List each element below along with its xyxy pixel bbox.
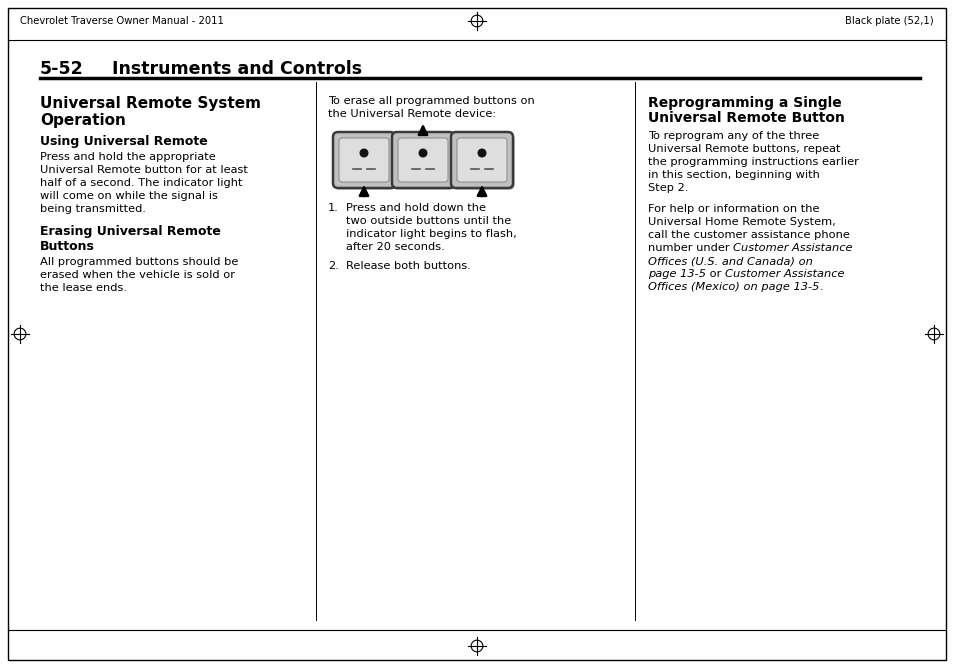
Text: or: or: [705, 269, 724, 279]
Text: To reprogram any of the three: To reprogram any of the three: [647, 131, 819, 141]
Text: Instruments and Controls: Instruments and Controls: [112, 60, 362, 78]
FancyBboxPatch shape: [452, 134, 514, 190]
Text: All programmed buttons should be: All programmed buttons should be: [40, 257, 238, 267]
Text: For help or information on the: For help or information on the: [647, 204, 819, 214]
Text: Offices (U.S. and Canada) on: Offices (U.S. and Canada) on: [647, 256, 812, 266]
Text: Step 2.: Step 2.: [647, 183, 688, 193]
Text: Universal Remote buttons, repeat: Universal Remote buttons, repeat: [647, 144, 840, 154]
Text: Universal Remote System: Universal Remote System: [40, 96, 261, 111]
FancyBboxPatch shape: [397, 138, 448, 182]
Circle shape: [360, 149, 368, 157]
Text: Black plate (52,1): Black plate (52,1): [844, 16, 933, 26]
Text: Customer Assistance: Customer Assistance: [724, 269, 843, 279]
FancyBboxPatch shape: [333, 132, 395, 188]
Text: call the customer assistance phone: call the customer assistance phone: [647, 230, 849, 240]
Text: Customer Assistance: Customer Assistance: [733, 243, 852, 253]
Text: the programming instructions earlier: the programming instructions earlier: [647, 157, 858, 167]
Text: Operation: Operation: [40, 113, 126, 128]
FancyBboxPatch shape: [393, 134, 455, 190]
FancyBboxPatch shape: [335, 134, 396, 190]
Text: Universal Home Remote System,: Universal Home Remote System,: [647, 217, 835, 227]
Text: Press and hold the appropriate: Press and hold the appropriate: [40, 152, 215, 162]
Text: 2.: 2.: [328, 261, 338, 271]
Text: the lease ends.: the lease ends.: [40, 283, 127, 293]
Text: two outside buttons until the: two outside buttons until the: [346, 216, 511, 226]
Text: Chevrolet Traverse Owner Manual - 2011: Chevrolet Traverse Owner Manual - 2011: [20, 16, 224, 26]
FancyBboxPatch shape: [392, 132, 454, 188]
Circle shape: [418, 149, 426, 157]
Text: Universal Remote button for at least: Universal Remote button for at least: [40, 165, 248, 175]
Text: 1.: 1.: [328, 203, 338, 213]
Text: Buttons: Buttons: [40, 240, 94, 253]
Text: erased when the vehicle is sold or: erased when the vehicle is sold or: [40, 270, 234, 280]
Text: Erasing Universal Remote: Erasing Universal Remote: [40, 225, 221, 238]
Text: page 13-5: page 13-5: [647, 269, 705, 279]
Text: 5-52: 5-52: [40, 60, 84, 78]
Text: being transmitted.: being transmitted.: [40, 204, 146, 214]
Text: after 20 seconds.: after 20 seconds.: [346, 242, 444, 252]
Text: Using Universal Remote: Using Universal Remote: [40, 135, 208, 148]
Text: in this section, beginning with: in this section, beginning with: [647, 170, 819, 180]
Text: Release both buttons.: Release both buttons.: [346, 261, 471, 271]
Text: the Universal Remote device:: the Universal Remote device:: [328, 109, 496, 119]
FancyBboxPatch shape: [451, 132, 513, 188]
Text: Offices (Mexico) on page 13-5: Offices (Mexico) on page 13-5: [647, 282, 819, 292]
Text: number under: number under: [647, 243, 733, 253]
Text: indicator light begins to flash,: indicator light begins to flash,: [346, 229, 517, 239]
Text: Universal Remote Button: Universal Remote Button: [647, 111, 844, 125]
Text: will come on while the signal is: will come on while the signal is: [40, 191, 217, 201]
Text: To erase all programmed buttons on: To erase all programmed buttons on: [328, 96, 535, 106]
Text: .: .: [819, 282, 822, 292]
Text: Press and hold down the: Press and hold down the: [346, 203, 485, 213]
Text: half of a second. The indicator light: half of a second. The indicator light: [40, 178, 242, 188]
FancyBboxPatch shape: [456, 138, 506, 182]
Text: Reprogramming a Single: Reprogramming a Single: [647, 96, 841, 110]
Circle shape: [477, 149, 485, 157]
FancyBboxPatch shape: [338, 138, 389, 182]
